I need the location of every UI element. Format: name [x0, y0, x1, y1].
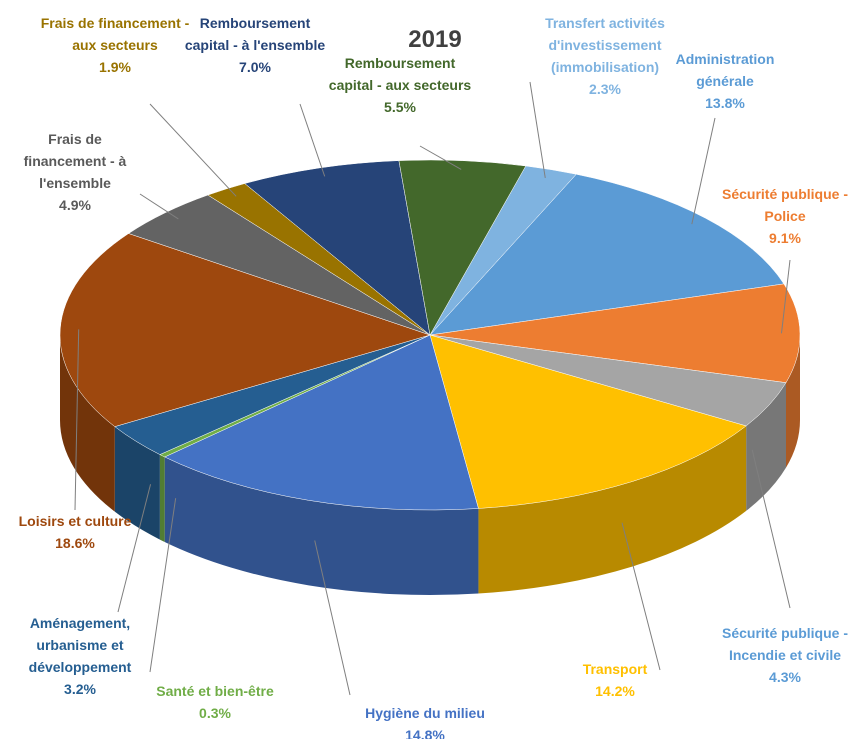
slice-side: [164, 456, 479, 595]
leader-line: [691, 117, 716, 225]
category-name: Remboursement capital - aux secteurs: [328, 55, 472, 93]
slice-label: Hygiène du milieu 14.8%: [345, 702, 505, 739]
slice-label: Frais de financement - aux secteurs 1.9%: [40, 12, 190, 78]
slice-label: Sécurité publique - Police 9.1%: [700, 183, 862, 249]
value-label: 4.9%: [59, 197, 91, 213]
value-label: 0.3%: [199, 705, 231, 721]
value-label: 13.8%: [705, 95, 745, 111]
slice-label: Aménagement, urbanisme et développement 3…: [0, 612, 160, 700]
slice-side: [478, 425, 747, 594]
leader-line: [139, 193, 179, 220]
leader-line: [314, 540, 351, 696]
slice-side: [114, 426, 160, 540]
slice: [244, 160, 431, 336]
slice-side: [60, 335, 115, 512]
slice-side: [746, 382, 787, 511]
value-label: 2.3%: [589, 81, 621, 97]
value-label: 3.2%: [64, 681, 96, 697]
slice: [59, 233, 431, 427]
value-label: 18.6%: [55, 535, 95, 551]
leader-line: [751, 449, 791, 609]
category-name: Sécurité publique - Incendie et civile: [721, 625, 848, 663]
category-name: Santé et bien-être: [156, 683, 274, 699]
slice-label: Transfert activités d'investissement (im…: [515, 12, 695, 100]
category-name: Remboursement capital - à l'ensemble: [184, 15, 326, 53]
slice: [429, 334, 747, 509]
slice: [429, 173, 785, 336]
category-name: Frais de financement - à l'ensemble: [23, 131, 127, 191]
category-name: Transport: [582, 661, 648, 677]
slice-label: Administration générale 13.8%: [660, 48, 790, 114]
slice-label: Loisirs et culture 18.6%: [0, 510, 150, 554]
slice-side: [786, 335, 800, 468]
slice-label: Remboursement capital - aux secteurs 5.5%: [325, 52, 475, 118]
value-label: 14.2%: [595, 683, 635, 699]
value-label: 1.9%: [99, 59, 131, 75]
chart-title: 2019: [408, 26, 462, 53]
slice: [164, 334, 479, 511]
leader-line: [419, 145, 462, 170]
slice-label: Frais de financement - à l'ensemble 4.9%: [10, 128, 140, 216]
category-name: Hygiène du milieu: [365, 705, 485, 721]
value-label: 5.5%: [384, 99, 416, 115]
value-label: 4.3%: [769, 669, 801, 685]
category-name: Loisirs et culture: [18, 513, 132, 529]
leader-line: [780, 259, 791, 334]
value-label: 9.1%: [769, 230, 801, 246]
category-name: Administration générale: [675, 51, 775, 89]
slice: [429, 283, 801, 383]
leader-line: [299, 103, 326, 177]
value-label: 14.8%: [405, 727, 445, 739]
leader-line: [74, 329, 80, 511]
slice-label: Transport 14.2%: [560, 658, 670, 702]
slice: [398, 159, 527, 336]
category-name: Aménagement, urbanisme et développement: [28, 615, 132, 675]
leader-line: [149, 498, 177, 673]
leader-line: [529, 81, 546, 179]
leader-line: [149, 103, 237, 197]
category-name: Transfert activités d'investissement (im…: [545, 15, 665, 75]
leader-line: [117, 484, 152, 613]
category-name: Frais de financement - aux secteurs: [40, 15, 190, 53]
leader-line: [621, 522, 661, 671]
slice-label: Santé et bien-être 0.3%: [140, 680, 290, 724]
slice-side: [159, 454, 165, 542]
slice-label: Remboursement capital - à l'ensemble 7.0%: [180, 12, 330, 78]
category-name: Sécurité publique - Police: [721, 186, 848, 224]
slice-label: Sécurité publique - Incendie et civile 4.…: [695, 622, 862, 688]
value-label: 7.0%: [239, 59, 271, 75]
